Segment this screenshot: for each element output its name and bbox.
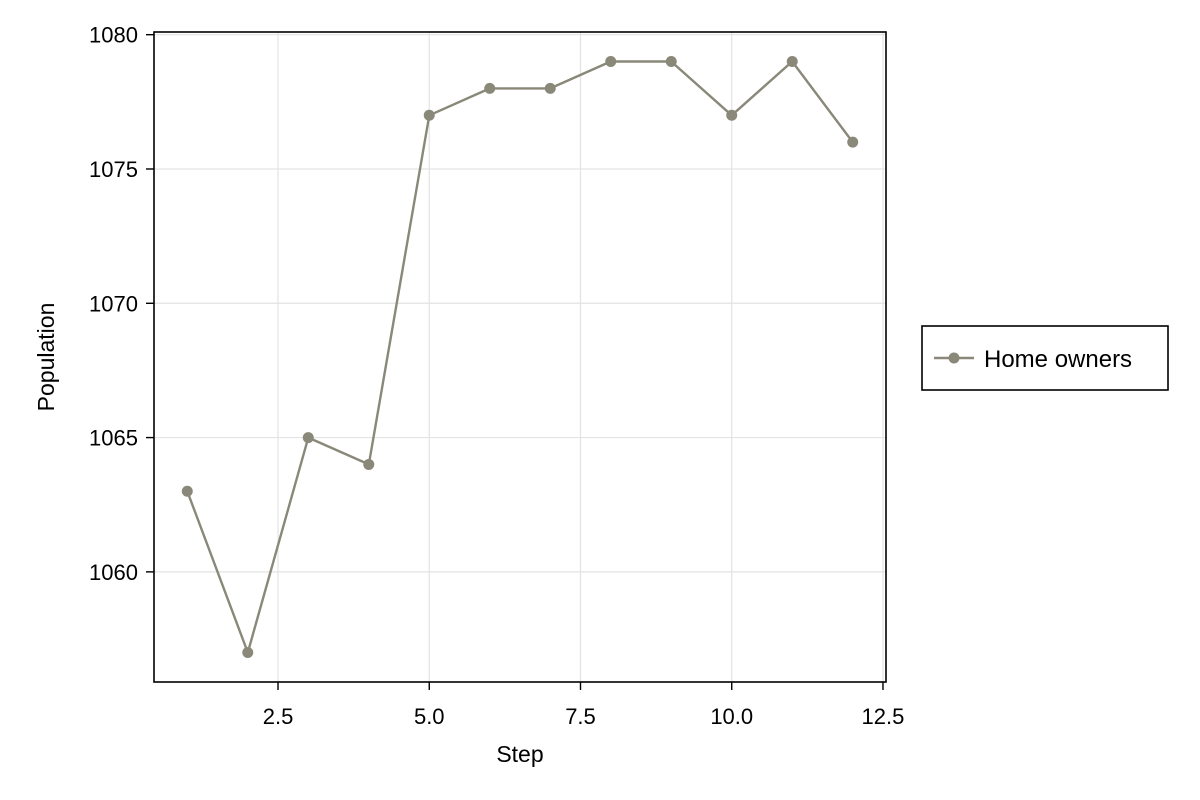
data-point xyxy=(363,458,375,470)
y-tick-label: 1080 xyxy=(89,23,138,48)
x-tick-label: 2.5 xyxy=(263,704,294,729)
data-point xyxy=(726,109,738,121)
y-tick-label: 1070 xyxy=(89,291,138,316)
series-line xyxy=(186,60,854,654)
plot-area-frame xyxy=(153,31,887,683)
data-point xyxy=(544,82,556,94)
data-point xyxy=(484,82,496,94)
x-tick-label: 10.0 xyxy=(710,704,753,729)
legend: Home owners xyxy=(921,325,1169,391)
data-point xyxy=(665,56,677,68)
x-axis-ticks: 2.5 5.0 7.5 10.0 12.5 xyxy=(263,682,905,729)
series-layer xyxy=(181,56,859,658)
legend-point-marker xyxy=(948,352,960,364)
y-tick-label: 1065 xyxy=(89,426,138,451)
data-point xyxy=(605,56,617,68)
data-point xyxy=(242,646,254,658)
x-tick-label: 12.5 xyxy=(862,704,905,729)
x-axis-label: Step xyxy=(496,741,543,767)
y-axis-label: Population xyxy=(33,303,59,412)
data-point xyxy=(181,485,193,497)
y-tick-label: 1060 xyxy=(89,560,138,585)
x-tick-label: 7.5 xyxy=(565,704,596,729)
data-point xyxy=(423,109,435,121)
data-point xyxy=(847,136,859,148)
grid-lines xyxy=(154,32,886,682)
data-point xyxy=(786,56,798,68)
y-tick-label: 1075 xyxy=(89,157,138,182)
data-point xyxy=(302,432,314,444)
x-tick-label: 5.0 xyxy=(414,704,445,729)
y-axis-ticks: 1060 1065 1070 1075 1080 xyxy=(89,23,154,585)
legend-label-home-owners: Home owners xyxy=(984,346,1132,373)
